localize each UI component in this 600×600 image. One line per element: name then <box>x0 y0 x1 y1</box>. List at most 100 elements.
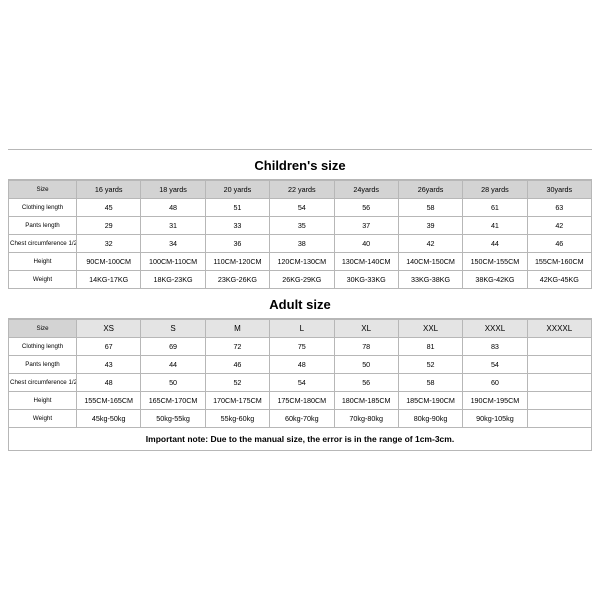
cell: 30KG-33KG <box>334 271 398 289</box>
cell: 110CM-120CM <box>205 253 269 271</box>
cell: 44 <box>463 235 527 253</box>
cell: 31 <box>141 217 205 235</box>
table-row: Clothing length 45 48 51 54 56 58 61 63 <box>9 199 592 217</box>
cell: 38KG-42KG <box>463 271 527 289</box>
cell <box>527 392 591 410</box>
adult-col-1: S <box>141 320 205 338</box>
cell: 52 <box>205 374 269 392</box>
cell <box>527 410 591 428</box>
cell: 34 <box>141 235 205 253</box>
cell: 155CM-160CM <box>527 253 591 271</box>
row-label: Height <box>9 392 77 410</box>
cell: 54 <box>270 374 334 392</box>
cell: 55kg-60kg <box>205 410 269 428</box>
table-row: Pants length 29 31 33 35 37 39 41 42 <box>9 217 592 235</box>
cell: 46 <box>527 235 591 253</box>
cell: 78 <box>334 338 398 356</box>
cell: 42 <box>527 217 591 235</box>
cell: 35 <box>270 217 334 235</box>
cell: 170CM-175CM <box>205 392 269 410</box>
cell <box>527 338 591 356</box>
adult-col-0: XS <box>77 320 141 338</box>
cell <box>527 356 591 374</box>
children-col-1: 18 yards <box>141 181 205 199</box>
cell: 70kg-80kg <box>334 410 398 428</box>
table-row: Pants length 43 44 46 48 50 52 54 <box>9 356 592 374</box>
cell: 45kg-50kg <box>77 410 141 428</box>
table-row: Clothing length 67 69 72 75 78 81 83 <box>9 338 592 356</box>
cell: 90kg-105kg <box>463 410 527 428</box>
cell: 120CM-130CM <box>270 253 334 271</box>
cell: 44 <box>141 356 205 374</box>
cell: 72 <box>205 338 269 356</box>
cell: 51 <box>205 199 269 217</box>
cell: 38 <box>270 235 334 253</box>
table-row: Chest circumference 1/2 48 50 52 54 56 5… <box>9 374 592 392</box>
table-row: Weight 45kg-50kg 50kg-55kg 55kg-60kg 60k… <box>9 410 592 428</box>
cell: 140CM-150CM <box>398 253 462 271</box>
cell: 37 <box>334 217 398 235</box>
adult-size-hdr: Size <box>9 320 77 338</box>
cell: 50kg-55kg <box>141 410 205 428</box>
adult-title: Adult size <box>8 289 592 319</box>
cell: 45 <box>77 199 141 217</box>
children-header-row: Size 16 yards 18 yards 20 yards 22 yards… <box>9 181 592 199</box>
cell: 175CM-180CM <box>270 392 334 410</box>
cell: 150CM-155CM <box>463 253 527 271</box>
cell <box>527 374 591 392</box>
children-col-2: 20 yards <box>205 181 269 199</box>
cell: 69 <box>141 338 205 356</box>
cell: 39 <box>398 217 462 235</box>
cell: 18KG-23KG <box>141 271 205 289</box>
children-title: Children's size <box>8 149 592 180</box>
row-label: Chest circumference 1/2 <box>9 235 77 253</box>
table-row: Height 90CM-100CM 100CM-110CM 110CM-120C… <box>9 253 592 271</box>
cell: 58 <box>398 374 462 392</box>
adult-col-7: XXXXL <box>527 320 591 338</box>
cell: 83 <box>463 338 527 356</box>
children-col-0: 16 yards <box>77 181 141 199</box>
cell: 90CM-100CM <box>77 253 141 271</box>
cell: 33 <box>205 217 269 235</box>
row-label: Chest circumference 1/2 <box>9 374 77 392</box>
cell: 56 <box>334 374 398 392</box>
cell: 23KG-26KG <box>205 271 269 289</box>
row-label: Weight <box>9 410 77 428</box>
cell: 48 <box>141 199 205 217</box>
cell: 40 <box>334 235 398 253</box>
cell: 60kg-70kg <box>270 410 334 428</box>
adult-col-2: M <box>205 320 269 338</box>
adult-col-5: XXL <box>398 320 462 338</box>
cell: 32 <box>77 235 141 253</box>
children-col-5: 26yards <box>398 181 462 199</box>
row-label: Clothing length <box>9 338 77 356</box>
cell: 50 <box>141 374 205 392</box>
cell: 100CM-110CM <box>141 253 205 271</box>
size-chart-container: Children's size Size 16 yards 18 yards 2… <box>0 149 600 451</box>
children-col-6: 28 yards <box>463 181 527 199</box>
cell: 54 <box>270 199 334 217</box>
table-row: Height 155CM-165CM 165CM-170CM 170CM-175… <box>9 392 592 410</box>
cell: 36 <box>205 235 269 253</box>
children-col-4: 24yards <box>334 181 398 199</box>
cell: 185CM-190CM <box>398 392 462 410</box>
cell: 26KG-29KG <box>270 271 334 289</box>
cell: 180CM-185CM <box>334 392 398 410</box>
cell: 48 <box>77 374 141 392</box>
row-label: Pants length <box>9 356 77 374</box>
cell: 42KG-45KG <box>527 271 591 289</box>
cell: 58 <box>398 199 462 217</box>
cell: 165CM-170CM <box>141 392 205 410</box>
row-label: Height <box>9 253 77 271</box>
cell: 60 <box>463 374 527 392</box>
cell: 190CM-195CM <box>463 392 527 410</box>
row-label: Weight <box>9 271 77 289</box>
cell: 50 <box>334 356 398 374</box>
adult-col-4: XL <box>334 320 398 338</box>
children-table: Size 16 yards 18 yards 20 yards 22 yards… <box>8 180 592 289</box>
row-label: Pants length <box>9 217 77 235</box>
cell: 42 <box>398 235 462 253</box>
adult-col-3: L <box>270 320 334 338</box>
cell: 81 <box>398 338 462 356</box>
children-col-3: 22 yards <box>270 181 334 199</box>
